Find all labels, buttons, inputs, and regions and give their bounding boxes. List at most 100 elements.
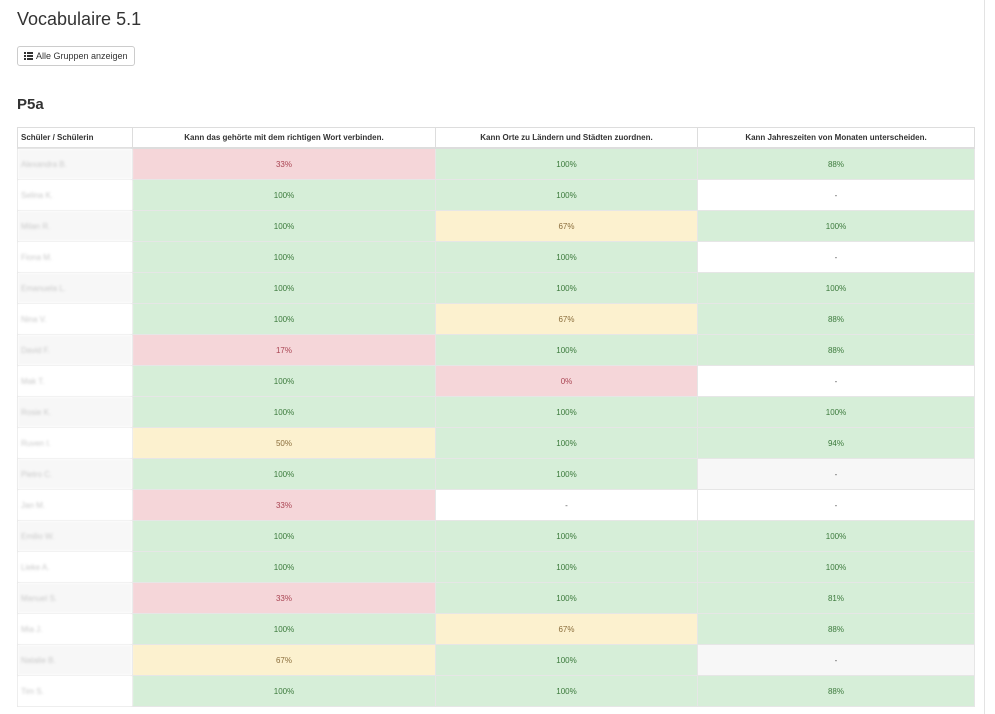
student-name-cell[interactable]: Pietro C. (17, 458, 133, 490)
column-header-competency-2[interactable]: Kann Orte zu Ländern und Städten zuordne… (435, 127, 698, 149)
student-name-cell[interactable]: Manuel S. (17, 582, 133, 614)
table-row: Milan R. 100% 67% 100% (17, 210, 975, 242)
score-cell: 88% (697, 334, 975, 366)
score-cell: 100% (435, 241, 698, 273)
table-row: Emanuela L. 100% 100% 100% (17, 272, 975, 304)
score-cell: 100% (435, 675, 698, 707)
table-header-row: Schüler / Schülerin Kann das gehörte mit… (17, 127, 975, 149)
score-cell: 81% (697, 582, 975, 614)
score-cell: 100% (132, 675, 436, 707)
score-cell: 33% (132, 489, 436, 521)
student-name-cell[interactable]: Mak T. (17, 365, 133, 397)
score-cell: 100% (435, 396, 698, 428)
table-row: Emilio W. 100% 100% 100% (17, 520, 975, 552)
score-cell: 100% (435, 458, 698, 490)
score-cell: 100% (435, 644, 698, 676)
student-name-cell[interactable]: Selina K. (17, 179, 133, 211)
score-cell: 100% (132, 365, 436, 397)
score-cell: 100% (697, 396, 975, 428)
student-name-cell[interactable]: Fiona M. (17, 241, 133, 273)
score-cell: - (697, 489, 975, 521)
score-cell: 100% (435, 272, 698, 304)
score-cell: - (697, 458, 975, 490)
score-cell: 100% (697, 272, 975, 304)
student-name-cell[interactable]: Jan M. (17, 489, 133, 521)
score-cell: 17% (132, 334, 436, 366)
student-name-cell[interactable]: Emilio W. (17, 520, 133, 552)
table-row: Rosie K. 100% 100% 100% (17, 396, 975, 428)
score-cell: 88% (697, 613, 975, 645)
score-cell: 33% (132, 582, 436, 614)
score-cell: 100% (697, 520, 975, 552)
score-cell: 67% (435, 303, 698, 335)
show-all-groups-label: Alle Gruppen anzeigen (36, 51, 128, 61)
table-row: Ruven I. 50% 100% 94% (17, 427, 975, 459)
score-cell: 33% (132, 147, 436, 180)
student-name-cell[interactable]: Tim S. (17, 675, 133, 707)
score-cell: - (435, 489, 698, 521)
score-cell: 100% (435, 179, 698, 211)
student-name-cell[interactable]: Ruven I. (17, 427, 133, 459)
table-row: Tim S. 100% 100% 88% (17, 675, 975, 707)
score-cell: 100% (132, 613, 436, 645)
table-row: Selina K. 100% 100% - (17, 179, 975, 211)
score-cell: - (697, 241, 975, 273)
student-name-cell[interactable]: Rosie K. (17, 396, 133, 428)
score-cell: - (697, 365, 975, 397)
score-cell: 100% (435, 582, 698, 614)
table-row: Fiona M. 100% 100% - (17, 241, 975, 273)
score-cell: 88% (697, 147, 975, 180)
table-row: Lieke A. 100% 100% 100% (17, 551, 975, 583)
score-cell: 100% (435, 334, 698, 366)
student-name-cell[interactable]: Lieke A. (17, 551, 133, 583)
score-cell: 100% (435, 551, 698, 583)
table-row: David F. 17% 100% 88% (17, 334, 975, 366)
score-cell: - (697, 179, 975, 211)
score-cell: 100% (132, 303, 436, 335)
student-name-cell[interactable]: Natalie B. (17, 644, 133, 676)
table-row: Nina V. 100% 67% 88% (17, 303, 975, 335)
score-cell: 67% (435, 613, 698, 645)
results-table: Schüler / Schülerin Kann das gehörte mit… (17, 127, 975, 707)
score-cell: 67% (435, 210, 698, 242)
score-cell: 100% (132, 396, 436, 428)
student-name-cell[interactable]: Milan R. (17, 210, 133, 242)
page-title: Vocabulaire 5.1 (17, 9, 142, 29)
score-cell: 100% (132, 458, 436, 490)
score-cell: 100% (435, 427, 698, 459)
table-row: Mia J. 100% 67% 88% (17, 613, 975, 645)
score-cell: 100% (435, 147, 698, 180)
table-row: Jan M. 33% - - (17, 489, 975, 521)
column-header-competency-1[interactable]: Kann das gehörte mit dem richtigen Wort … (132, 127, 436, 149)
score-cell: 100% (132, 179, 436, 211)
score-cell: 0% (435, 365, 698, 397)
score-cell: 100% (132, 210, 436, 242)
column-header-student[interactable]: Schüler / Schülerin (17, 127, 133, 149)
score-cell: 100% (697, 551, 975, 583)
score-cell: 88% (697, 675, 975, 707)
group-title: P5a (17, 96, 44, 113)
score-cell: 94% (697, 427, 975, 459)
table-row: Natalie B. 67% 100% - (17, 644, 975, 676)
table-row: Mak T. 100% 0% - (17, 365, 975, 397)
score-cell: 50% (132, 427, 436, 459)
score-cell: 100% (132, 241, 436, 273)
show-all-groups-button[interactable]: Alle Gruppen anzeigen (17, 46, 135, 66)
table-row: Manuel S. 33% 100% 81% (17, 582, 975, 614)
student-name-cell[interactable]: Mia J. (17, 613, 133, 645)
score-cell: 67% (132, 644, 436, 676)
score-cell: 100% (435, 520, 698, 552)
score-cell: 100% (132, 272, 436, 304)
student-name-cell[interactable]: Emanuela L. (17, 272, 133, 304)
table-row: Alexandra B. 33% 100% 88% (17, 147, 975, 180)
score-cell: 88% (697, 303, 975, 335)
list-icon (24, 52, 33, 60)
score-cell: - (697, 644, 975, 676)
student-name-cell[interactable]: Nina V. (17, 303, 133, 335)
student-name-cell[interactable]: Alexandra B. (17, 147, 133, 180)
table-row: Pietro C. 100% 100% - (17, 458, 975, 490)
column-header-competency-3[interactable]: Kann Jahreszeiten von Monaten unterschei… (697, 127, 975, 149)
score-cell: 100% (132, 551, 436, 583)
student-name-cell[interactable]: David F. (17, 334, 133, 366)
